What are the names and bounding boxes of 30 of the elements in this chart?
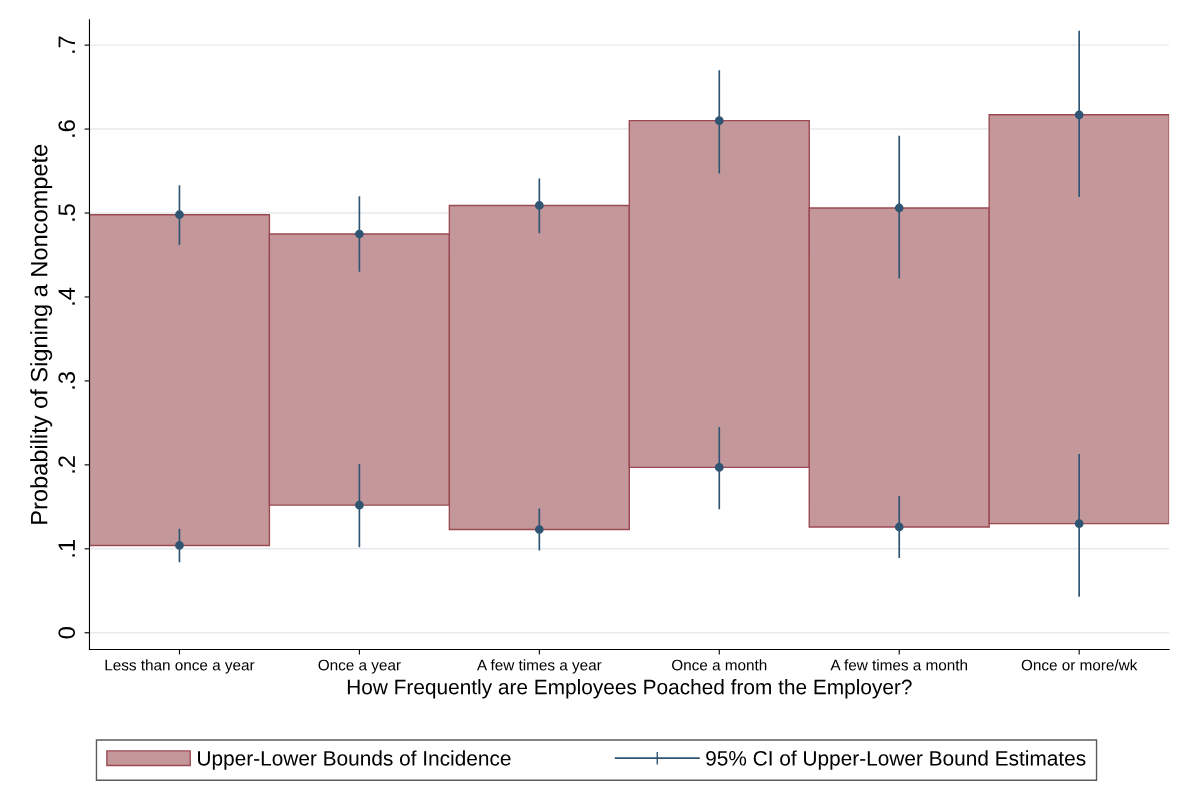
x-tick-label: A few times a year <box>476 659 602 674</box>
point <box>534 525 544 534</box>
point <box>175 210 184 220</box>
x-tick-label: Once a year <box>318 659 401 674</box>
point <box>355 500 364 510</box>
point <box>894 203 904 213</box>
y-tick-label: .2 <box>58 456 75 473</box>
point <box>714 116 724 126</box>
y-tick-label: .6 <box>58 120 76 137</box>
legend-label: Upper-Lower Bounds of Incidence <box>198 750 511 770</box>
y-tick-label: .7 <box>58 36 75 53</box>
point <box>534 201 544 210</box>
x-tick-label: Once a month <box>672 659 767 671</box>
y-axis-title: Probability of Signing a Noncompete <box>30 144 53 524</box>
x-tick-label: Once or more/wk <box>1021 659 1138 671</box>
y-tick-label: .3 <box>58 372 76 389</box>
legend-label: 95% CI of Upper-Lower Bound Estimates <box>706 750 1086 770</box>
point <box>714 463 724 472</box>
y-tick-label: .1 <box>58 540 75 557</box>
point <box>1074 519 1084 528</box>
x-axis-title: How Frequently are Employees Poached from the Employer? <box>347 679 912 699</box>
y-tick-label: 0 <box>58 627 76 639</box>
point <box>355 229 364 239</box>
y-tick-label: .5 <box>58 204 76 221</box>
y-tick-label: .4 <box>58 287 75 305</box>
point <box>175 541 184 550</box>
point <box>894 522 904 532</box>
point <box>1074 110 1084 120</box>
x-tick-label: Less than once a year <box>105 659 255 674</box>
x-tick-label: A few times a month <box>830 659 968 671</box>
